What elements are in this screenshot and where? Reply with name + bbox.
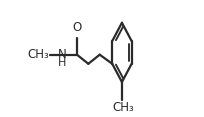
Text: CH₃: CH₃	[27, 48, 49, 61]
Text: H: H	[58, 58, 66, 68]
Text: O: O	[72, 21, 82, 34]
Text: N: N	[58, 48, 67, 61]
Text: CH₃: CH₃	[112, 101, 134, 114]
